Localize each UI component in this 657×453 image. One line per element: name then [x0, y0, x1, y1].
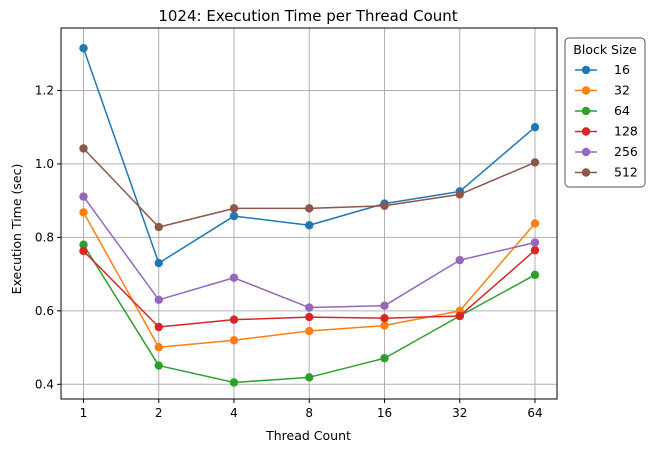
series-point-64: [154, 361, 163, 370]
series-point-128: [229, 315, 239, 324]
legend-marker-128: [581, 127, 591, 136]
series-point-512: [229, 204, 239, 213]
x-tick-label: 32: [452, 406, 467, 420]
series-point-64: [305, 373, 314, 382]
y-axis-label: Execution Time (sec): [9, 164, 24, 295]
legend-marker-64: [581, 106, 591, 116]
series-point-128: [305, 312, 314, 322]
series-point-64: [229, 378, 239, 387]
series-point-16: [229, 211, 239, 221]
axis-labels: Thread Count Execution Time (sec): [9, 164, 351, 443]
series-point-512: [305, 204, 314, 213]
y-tick-label: 1.0: [35, 157, 54, 171]
series-point-64: [79, 240, 88, 249]
chart-title-group: 1024: Execution Time per Thread Count: [158, 7, 457, 25]
series-point-32: [530, 219, 540, 228]
y-tick-label: 0.4: [35, 377, 54, 391]
legend-marker-512: [581, 168, 591, 177]
x-tick-label: 8: [305, 406, 313, 420]
series-point-32: [229, 336, 239, 345]
x-tick-label: 4: [230, 406, 238, 420]
series-point-16: [530, 122, 540, 132]
series-point-128: [154, 322, 163, 332]
legend-marker-16: [581, 65, 591, 75]
legend-label-64: 64: [614, 103, 630, 118]
series-point-512: [79, 144, 88, 153]
legend-items: 16 32 64 128 256 512: [575, 62, 638, 180]
legend-label-512: 512: [614, 165, 638, 180]
series-point-128: [380, 313, 389, 323]
x-tick-label: 16: [377, 406, 392, 420]
series-point-128: [455, 311, 464, 321]
chart-title: 1024: Execution Time per Thread Count: [158, 7, 457, 25]
series-point-256: [154, 295, 163, 305]
legend-marker-32: [581, 86, 591, 95]
series-point-32: [79, 208, 88, 217]
x-axis-label: Thread Count: [265, 428, 351, 443]
series-point-32: [154, 343, 163, 352]
x-tick-label: 64: [527, 406, 542, 420]
series-point-32: [305, 326, 314, 336]
x-tick-label: 1: [80, 406, 88, 420]
series-point-256: [380, 301, 389, 310]
series-point-16: [154, 258, 163, 268]
y-tick-label: 0.6: [35, 304, 54, 318]
plot-area: 1 2 4 8 16 32 64 0.4 0.6 0.8 1.0 1.2: [35, 27, 558, 420]
series-point-128: [79, 246, 88, 256]
series-point-256: [455, 255, 464, 265]
series-point-512: [530, 158, 540, 167]
legend: Block Size 16 32 64 128 256 512: [564, 37, 646, 188]
series-point-16: [305, 221, 314, 230]
series-point-64: [530, 270, 540, 280]
series-point-32: [380, 321, 389, 330]
series-point-512: [455, 190, 464, 199]
legend-marker-256: [581, 147, 591, 157]
x-tick-label: 2: [155, 406, 163, 420]
series-point-256: [229, 273, 239, 282]
series-point-128: [530, 246, 540, 255]
series-point-256: [530, 238, 540, 247]
series-point-16: [79, 44, 88, 53]
legend-label-32: 32: [614, 83, 630, 98]
legend-label-16: 16: [614, 62, 630, 77]
series-point-256: [79, 192, 88, 201]
legend-title: Block Size: [573, 42, 637, 57]
y-tick-label: 1.2: [35, 83, 54, 97]
legend-label-256: 256: [614, 144, 638, 159]
legend-label-128: 128: [614, 124, 638, 139]
y-tick-label: 0.8: [35, 230, 54, 244]
series-point-512: [380, 201, 389, 210]
series-point-256: [305, 303, 314, 312]
series-point-512: [154, 222, 163, 232]
series-point-64: [380, 354, 389, 363]
